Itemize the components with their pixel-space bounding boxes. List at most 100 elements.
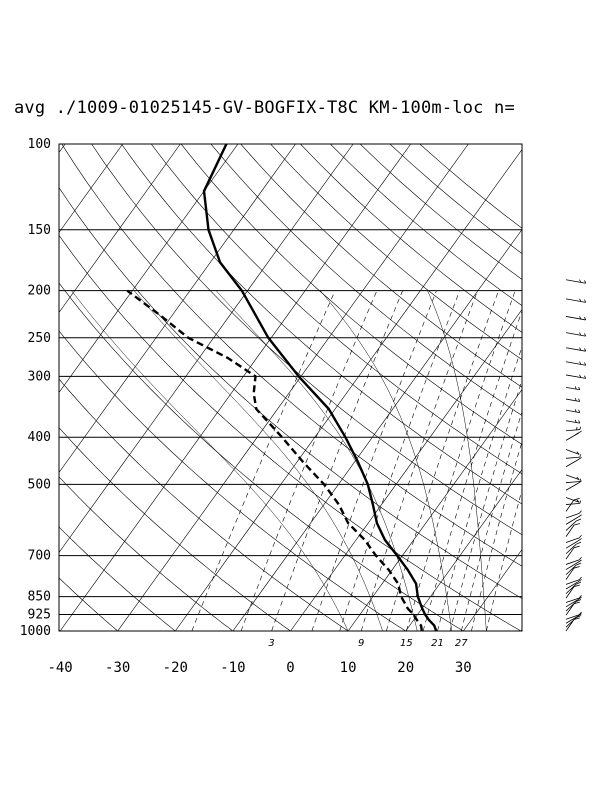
isotherm-line [463, 548, 522, 631]
wind-barb [565, 481, 580, 484]
wind-barb-feather [576, 476, 580, 480]
wind-barb [565, 599, 579, 608]
wind-barb-feather [576, 599, 582, 602]
dry-adiabat-line [59, 234, 522, 631]
wind-barb-feather [584, 317, 587, 321]
dry-adiabat-line [59, 330, 406, 631]
mixing-ratio-line [271, 290, 403, 631]
wind-barb-feather [584, 375, 587, 379]
isotherm-line [579, 144, 612, 631]
isobars [59, 143, 522, 632]
mixing-ratio-line [339, 290, 460, 631]
wind-barb-feather [578, 420, 581, 424]
wind-barb-feather [579, 361, 582, 365]
plot-frame [58, 143, 523, 632]
wind-barb-feather [584, 333, 587, 337]
mixing-ratio-line [461, 410, 522, 631]
wind-barb [565, 520, 577, 531]
wind-barb [565, 482, 579, 491]
wind-barb-feather [577, 559, 582, 563]
wind-barb [565, 456, 580, 459]
moist-adiabat-line [133, 290, 383, 631]
wind-barb [565, 564, 577, 575]
wind-barb [565, 583, 577, 594]
wind-barb [565, 567, 575, 580]
isotherm-line [59, 144, 354, 554]
wind-barb-feather [578, 398, 581, 402]
wind-barb [565, 386, 580, 391]
wind-barb [565, 347, 586, 352]
wind-barb-feather [578, 611, 582, 615]
isotherm-line [290, 308, 522, 631]
wind-barb-feather [584, 362, 587, 366]
wind-barb [565, 537, 580, 543]
wind-barb-feather [573, 601, 580, 605]
wind-barb-feather [579, 332, 582, 336]
wind-barb-feather [574, 432, 579, 436]
dry-adiabat-line [240, 144, 522, 388]
pressure-label: 100 [28, 137, 51, 152]
wind-barb-feather [579, 454, 581, 458]
wind-barb-feather [578, 386, 581, 390]
wind-barb-feather [573, 584, 580, 588]
wind-barb [565, 398, 580, 402]
wind-barb [565, 332, 586, 337]
wind-barb-feather [577, 579, 582, 583]
dry-adiabat-line [180, 144, 522, 445]
dry-adiabat-line [150, 144, 522, 475]
wind-barb [565, 316, 586, 321]
guide-lines [59, 144, 612, 631]
wind-barb [565, 409, 580, 413]
dewpoint-line [126, 289, 423, 631]
wind-barb-feather [584, 348, 587, 352]
wind-barb-feather [579, 500, 581, 504]
temperature-tick-label: 20 [397, 660, 414, 676]
temperature-tick-label: -10 [220, 660, 245, 676]
wind-barb-feather [578, 595, 582, 599]
pressure-label: 400 [28, 430, 51, 445]
wind-barb [565, 615, 579, 624]
wind-barb-feather [578, 510, 582, 514]
wind-barb-feather [579, 298, 582, 302]
wind-barb [565, 540, 579, 549]
wind-barb [565, 581, 579, 590]
wind-barb-feather [576, 615, 582, 618]
wind-barb [565, 279, 586, 284]
moist-adiabat-line [215, 290, 418, 631]
dry-adiabat-line [61, 144, 522, 567]
temperature-tick-label: 10 [340, 660, 357, 676]
wind-barb [565, 559, 580, 565]
wind-barb [565, 499, 575, 512]
temperature-line [202, 144, 438, 631]
wind-barb-feather [574, 386, 577, 390]
wind-barb-feather [573, 497, 580, 501]
pressure-label: 925 [28, 608, 51, 623]
mixing-ratio-line [437, 345, 522, 631]
mixing-ratio-label: 21 [431, 638, 444, 649]
pressure-label: 200 [28, 284, 51, 299]
mixing-ratio-label: 9 [358, 638, 364, 649]
wind-barb-feather [579, 374, 582, 378]
wind-barb [565, 374, 586, 379]
wind-barb-feather [578, 409, 581, 413]
wind-barb-feather [573, 566, 580, 569]
wind-barb-feather [578, 556, 582, 561]
wind-barb [565, 603, 575, 616]
wind-barb-feather [576, 541, 582, 545]
dry-adiabat-line [59, 378, 349, 631]
wind-barb [565, 449, 580, 455]
wind-barb [565, 547, 575, 560]
wind-barb-feather [576, 562, 582, 566]
wind-barb [565, 474, 580, 481]
pressure-label: 150 [28, 223, 51, 238]
wind-barb-feather [584, 299, 587, 303]
chart-title: avg ./1009-01025145-GV-BOGFIX-T8C KM-100… [14, 98, 515, 118]
temperature-tick-label: 30 [455, 660, 472, 676]
isotherm-line [59, 144, 296, 474]
mixing-ratio-label: 15 [400, 638, 413, 649]
wind-barb [565, 586, 575, 599]
isotherm-line [347, 388, 522, 631]
wind-barb-feather [577, 596, 582, 600]
